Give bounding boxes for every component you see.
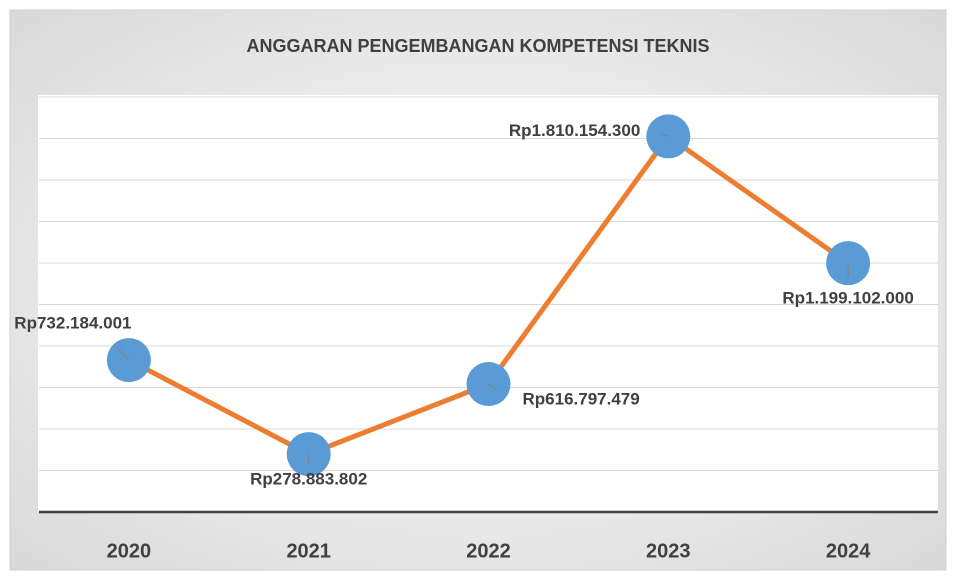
x-tick-label: 2024 <box>826 540 871 562</box>
leader-line <box>661 133 669 137</box>
x-tick-label: 2020 <box>107 540 152 562</box>
chart-title: ANGGARAN PENGEMBANGAN KOMPETENSI TEKNIS <box>246 36 709 56</box>
data-label: Rp1.810.154.300 <box>509 121 640 140</box>
data-label: Rp616.797.479 <box>523 389 640 408</box>
data-label: Rp732.184.001 <box>14 314 131 333</box>
data-label: Rp278.883.802 <box>250 470 367 489</box>
x-tick-label: 2022 <box>466 540 511 562</box>
leader-line <box>114 345 130 361</box>
x-tick-label: 2023 <box>646 540 691 562</box>
x-tick-label: 2021 <box>286 540 331 562</box>
plot-area <box>38 95 938 512</box>
leader-line <box>488 383 498 391</box>
data-label: Rp1.199.102.000 <box>782 289 913 308</box>
